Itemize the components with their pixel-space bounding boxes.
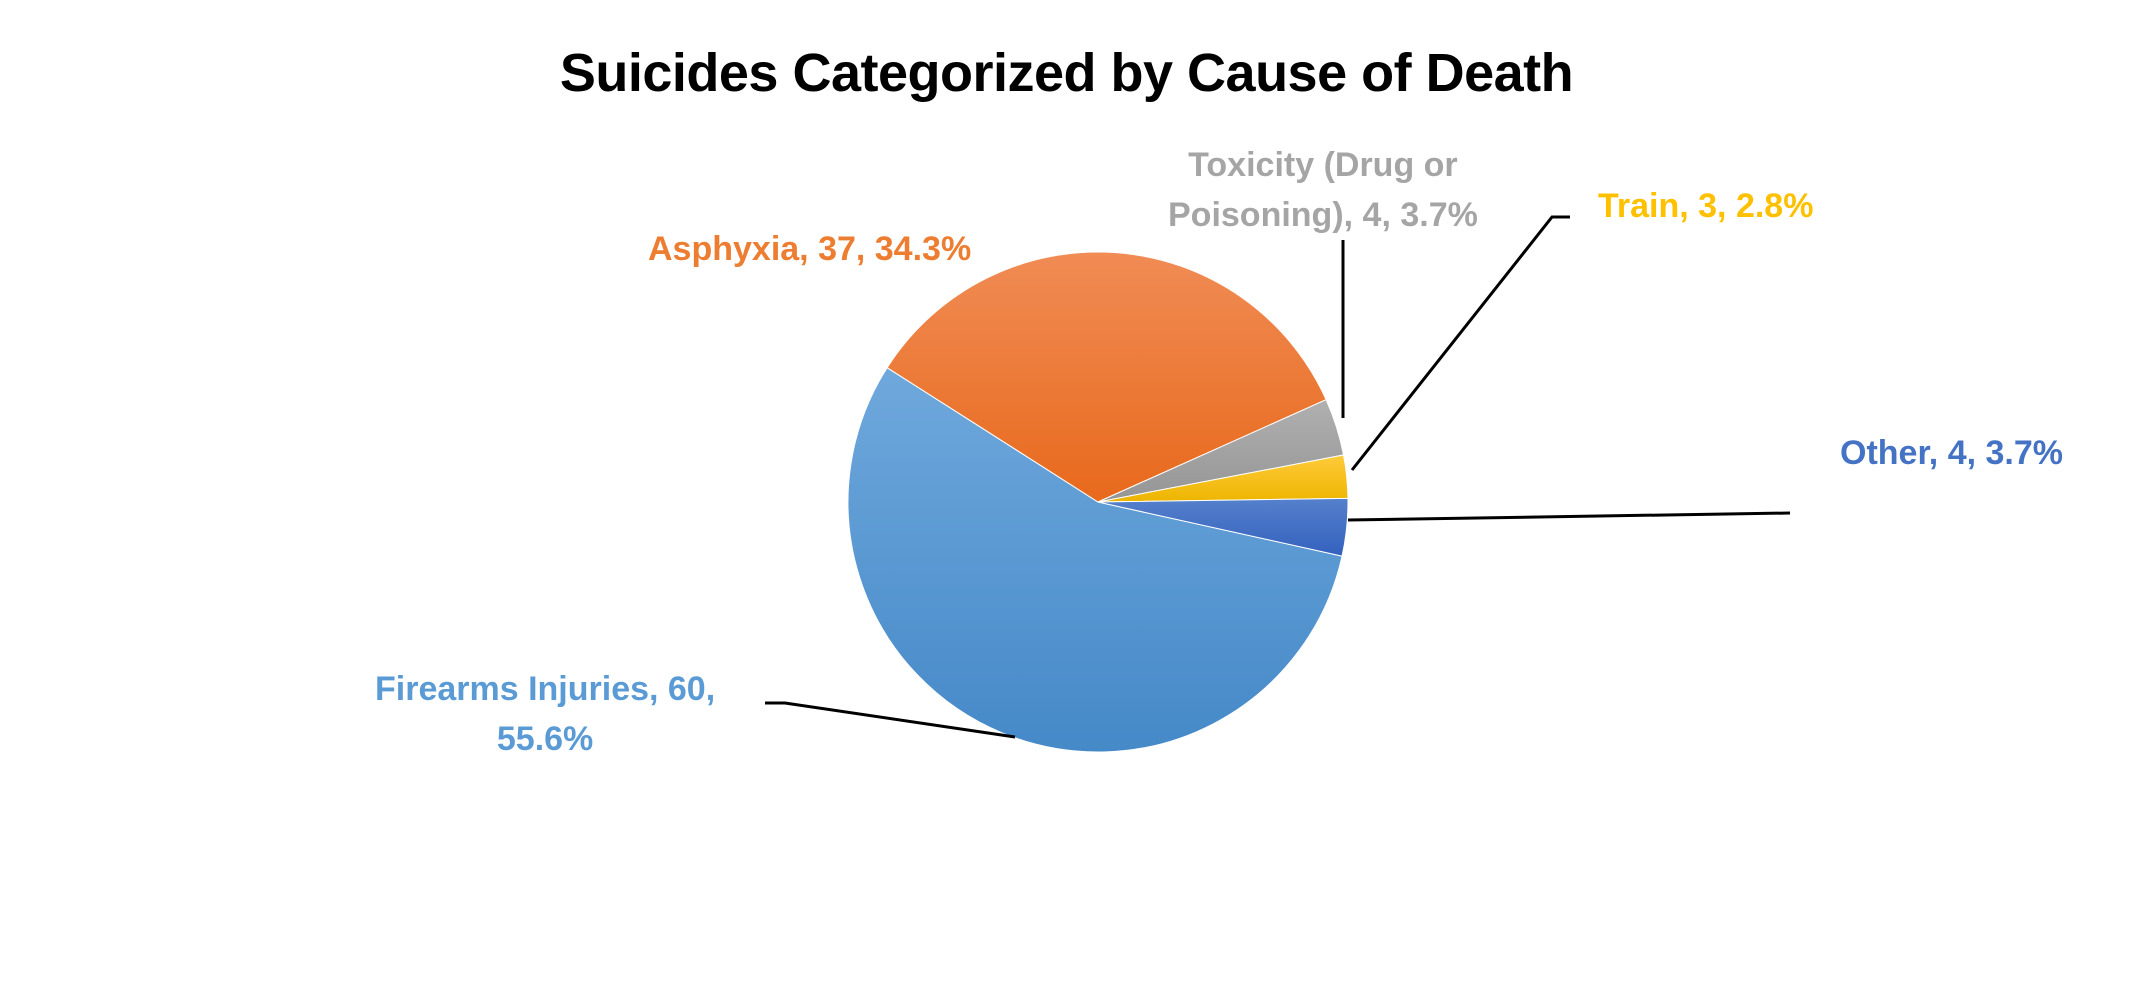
pie-slice-firearms bbox=[847, 366, 1343, 753]
leader-line-train bbox=[1350, 215, 1570, 471]
leader-line-other bbox=[1347, 511, 1791, 522]
data-label-firearms: Firearms Injuries, 60, 55.6% bbox=[375, 670, 716, 758]
pie-slice-other bbox=[1097, 497, 1349, 557]
data-label-asphyxia: Asphyxia, 37, 34.3% bbox=[648, 230, 972, 268]
leader-line-firearms bbox=[765, 701, 1016, 739]
pie-slice-asphyxia bbox=[886, 251, 1327, 503]
chart-title: Suicides Categorized by Cause of Death bbox=[559, 43, 1574, 103]
data-label-other: Other, 4, 3.7% bbox=[1840, 434, 2063, 472]
data-label-toxicity: Toxicity (Drug or Poisoning), 4, 3.7% bbox=[1168, 146, 1478, 234]
data-label-train: Train, 3, 2.8% bbox=[1598, 187, 1814, 225]
